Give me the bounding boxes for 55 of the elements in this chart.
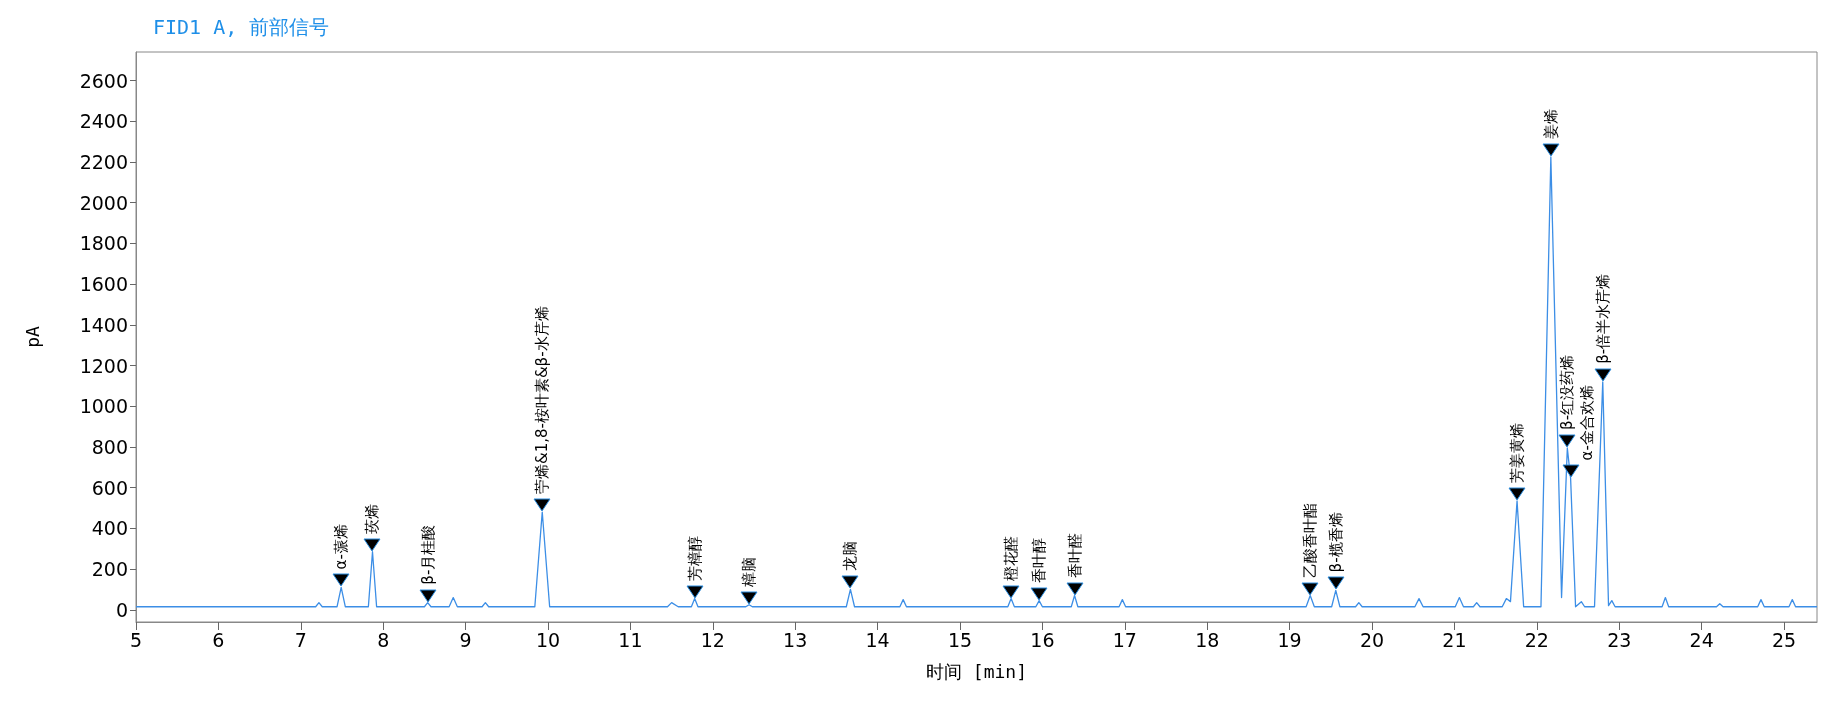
x-tick-label: 21 <box>1442 628 1467 651</box>
chart-title: FID1 A, 前部信号 <box>153 15 330 39</box>
x-tick-label: 14 <box>865 628 890 651</box>
annotation: α-金合欢烯 <box>1577 385 1596 461</box>
x-tick-label: 17 <box>1112 628 1137 651</box>
x-tick-label: 12 <box>700 628 725 651</box>
y-tick-label: 200 <box>91 558 128 581</box>
x-tick-label: 6 <box>212 628 225 651</box>
x-tick-label: 25 <box>1771 628 1797 651</box>
y-axis-title: pA <box>21 326 43 348</box>
y-tick-label: 2000 <box>79 191 128 214</box>
y-tick-label: 1200 <box>79 354 128 377</box>
x-tick-label: 10 <box>535 628 561 651</box>
y-tick-label: 1000 <box>79 395 128 418</box>
y-tick-label: 0 <box>115 598 128 621</box>
x-tick-label: 16 <box>1030 628 1055 651</box>
annotation: 芳姜黄烯 <box>1508 422 1527 483</box>
x-tick-label: 15 <box>947 628 973 651</box>
y-tick-label: 2200 <box>79 150 128 173</box>
annotation: β-月桂酸 <box>418 524 437 585</box>
x-tick-label: 23 <box>1607 628 1632 651</box>
y-tick-label: 400 <box>91 517 128 540</box>
x-tick-label: 11 <box>618 628 643 651</box>
annotation: 苧烯&1,8-桉叶素&β-水芹烯 <box>533 306 552 495</box>
annotation: 香叶醛 <box>1065 532 1084 578</box>
y-tick-label: 800 <box>91 435 128 458</box>
annotation: α-蒎烯 <box>332 524 351 570</box>
x-tick-label: 9 <box>459 628 472 651</box>
y-tick-label: 1600 <box>79 273 128 296</box>
x-tick-label: 20 <box>1359 628 1385 651</box>
annotation: β-红没药烯 <box>1558 354 1577 430</box>
y-tick-label: 600 <box>91 476 128 499</box>
x-tick-label: 5 <box>129 628 143 651</box>
y-tick-label: 1800 <box>79 232 128 255</box>
x-axis-title: 时间 [min] <box>925 660 1028 682</box>
annotation: β-榄香烯 <box>1326 512 1345 573</box>
x-tick-label: 19 <box>1277 628 1302 651</box>
annotation: β-倍半水芹烯 <box>1593 273 1612 364</box>
annotation: 香叶醇 <box>1030 537 1049 583</box>
y-tick-label: 2400 <box>79 110 128 133</box>
y-tick-label: 2600 <box>79 69 128 92</box>
x-tick-label: 24 <box>1689 628 1714 651</box>
y-tick-label: 1400 <box>79 313 128 336</box>
x-tick-label: 22 <box>1524 628 1549 651</box>
x-tick-label: 18 <box>1195 628 1220 651</box>
x-tick-label: 13 <box>783 628 808 651</box>
annotation: 莰烯 <box>363 503 382 534</box>
annotation: 芳樟醇 <box>685 535 704 581</box>
annotation: 乙酸香叶酯 <box>1301 502 1320 578</box>
annotation: 龙脑 <box>841 541 860 572</box>
annotation: 姜烯 <box>1541 108 1560 139</box>
annotation: 樟脑 <box>740 556 759 588</box>
x-tick-label: 8 <box>377 628 390 651</box>
annotation: 橙花醛 <box>1002 535 1021 581</box>
x-tick-label: 7 <box>294 628 307 651</box>
